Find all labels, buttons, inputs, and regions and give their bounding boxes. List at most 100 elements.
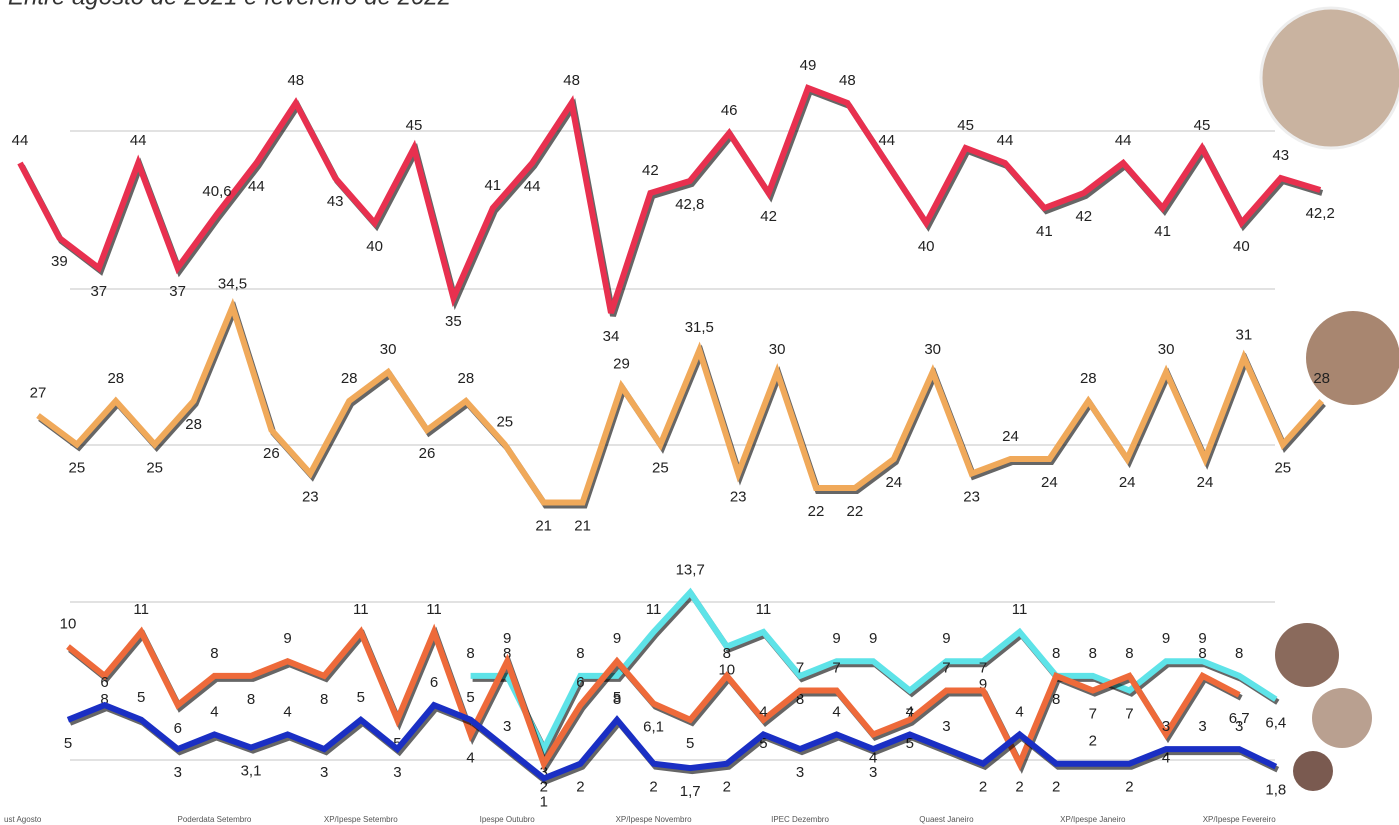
data-label: 9 (979, 676, 987, 693)
data-label: 3 (942, 718, 950, 735)
x-tick-label: XP/Ipespe Setembro (324, 815, 398, 824)
data-label: 9 (832, 630, 840, 647)
data-label: 8 (723, 645, 731, 662)
data-label: 24 (1041, 474, 1058, 491)
data-label: 3,1 (241, 763, 262, 780)
data-label: 11 (353, 601, 369, 618)
data-label: 2 (723, 779, 731, 796)
data-label: 30 (769, 341, 786, 358)
data-label: 25 (146, 459, 163, 476)
x-tick-label: ust Agosto (4, 815, 42, 824)
data-label: 40 (1233, 238, 1250, 255)
data-label: 8 (1198, 645, 1206, 662)
data-label: 8 (1052, 691, 1060, 708)
data-label: 6,4 (1265, 714, 1286, 731)
data-label: 28 (185, 416, 202, 433)
line (36, 297, 1324, 506)
data-label: 3 (503, 718, 511, 735)
data-label: 44 (524, 178, 541, 195)
data-label: 9 (869, 630, 877, 647)
data-label: 7 (979, 659, 987, 676)
data-label: 42 (1075, 208, 1092, 225)
data-label: 42 (760, 208, 777, 225)
data-label: 2 (576, 779, 584, 796)
data-label: 9 (613, 630, 621, 647)
data-label: 41 (1036, 223, 1053, 240)
data-label: 34,5 (218, 276, 247, 293)
data-label: 8 (1089, 645, 1097, 662)
data-label: 11 (426, 601, 442, 618)
data-label: 24 (1002, 428, 1019, 445)
data-label: 10 (718, 662, 735, 679)
data-label: 25 (496, 413, 513, 430)
photo (1293, 751, 1333, 791)
data-label: 5 (613, 689, 621, 706)
data-label: 6,1 (643, 719, 664, 736)
data-label: 2 (1015, 779, 1023, 796)
line (470, 587, 1278, 756)
data-label: 8 (576, 645, 584, 662)
data-label: 3 (1235, 718, 1243, 735)
data-label: 22 (808, 503, 825, 520)
data-label: 46 (721, 102, 738, 119)
data-label: 1 (540, 793, 548, 810)
data-label: 4 (1162, 749, 1170, 766)
data-label: 5 (137, 689, 145, 706)
x-tick-label: Quaest Janeiro (919, 815, 974, 824)
data-label: 41 (484, 177, 501, 194)
data-label: 8 (320, 691, 328, 708)
line (17, 84, 1322, 314)
data-label: 4 (906, 703, 914, 720)
data-label: 8 (613, 691, 621, 708)
data-label: 4 (210, 703, 218, 720)
data-label: 9 (283, 630, 291, 647)
data-label: 5 (393, 735, 401, 752)
data-label: 7 (1125, 705, 1133, 722)
data-label: 9 (503, 630, 511, 647)
data-label: 8 (210, 645, 218, 662)
data-label: 2 (1089, 733, 1097, 750)
data-label: 11 (1012, 601, 1028, 618)
data-label: 1,7 (680, 783, 701, 800)
line (66, 701, 1278, 782)
x-tick-label: XP/Ipespe Janeiro (1060, 815, 1126, 824)
data-label: 27 (30, 384, 47, 401)
data-label: 13,7 (676, 561, 705, 578)
line (66, 623, 1241, 771)
x-tick-label: Poderdata Setembro (177, 815, 251, 824)
data-label: 45 (406, 117, 423, 134)
data-label: 3 (393, 764, 401, 781)
data-label: 3 (540, 764, 548, 781)
photo (1259, 6, 1399, 150)
data-label: 2 (979, 779, 987, 796)
data-label: 44 (130, 132, 147, 149)
data-label: 4 (1015, 703, 1023, 720)
line-shadow (19, 87, 1324, 317)
subtitle: Entre agosto de 2021 e fevereiro de 2022 (8, 0, 451, 10)
data-label: 40,6 (202, 183, 231, 200)
data-label: 4 (466, 749, 474, 766)
data-label: 7 (906, 705, 914, 722)
photo (1275, 623, 1339, 687)
data-label: 42 (642, 162, 659, 179)
x-tick-label: IPEC Dezembro (771, 815, 829, 824)
data-label: 48 (287, 72, 304, 89)
data-label: 28 (458, 370, 475, 387)
data-label: 5 (64, 735, 72, 752)
x-tick-label: XP/Ipespe Novembro (616, 815, 693, 824)
data-label: 41 (1154, 223, 1171, 240)
data-label: 11 (133, 601, 149, 618)
data-label: 9 (1198, 630, 1206, 647)
data-label: 2 (540, 779, 548, 796)
data-label: 25 (1274, 459, 1291, 476)
data-label: 23 (963, 488, 980, 505)
data-label: 24 (1119, 474, 1136, 491)
data-label: 4 (832, 703, 840, 720)
photo (1312, 688, 1372, 748)
data-label: 8 (100, 691, 108, 708)
data-label: 48 (839, 72, 856, 89)
data-label: 4 (283, 703, 291, 720)
data-label: 30 (924, 341, 941, 358)
data-label: 4 (869, 749, 877, 766)
